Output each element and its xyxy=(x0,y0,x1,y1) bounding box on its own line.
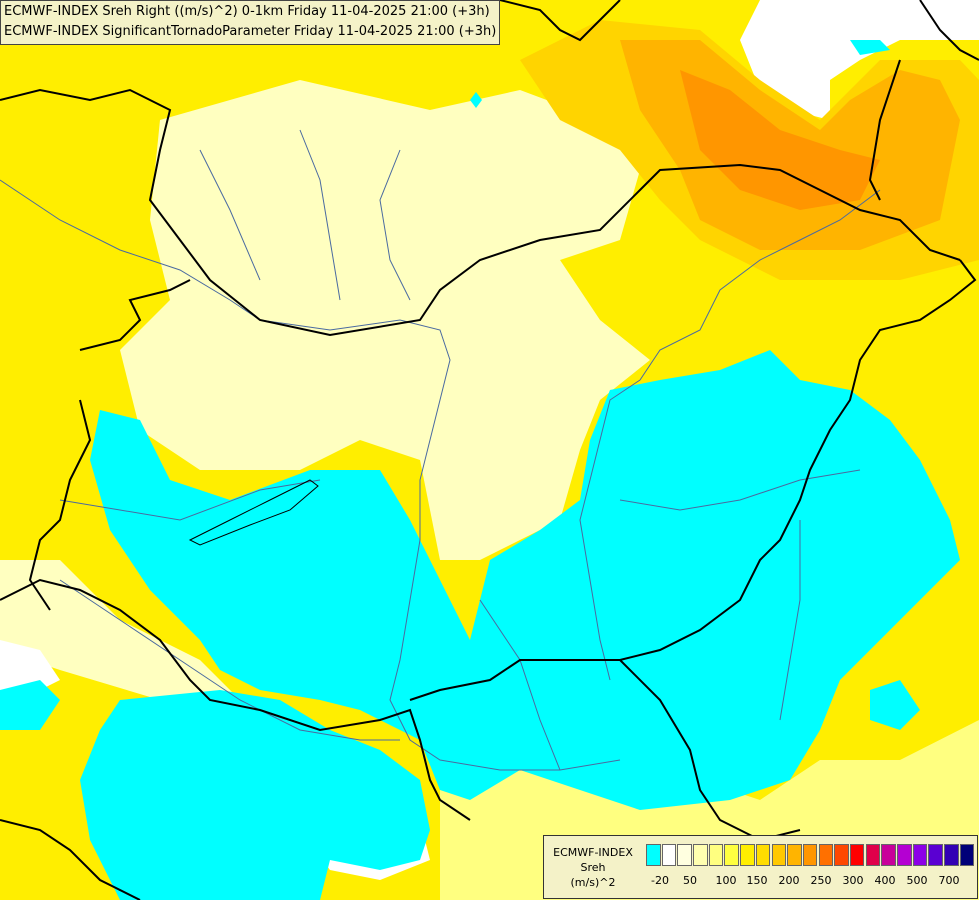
legend-color-box xyxy=(771,844,786,866)
legend-color-box xyxy=(677,844,692,866)
legend-title-line2: Sreh xyxy=(580,861,606,874)
river-hron xyxy=(379,149,411,301)
legend-color-box xyxy=(959,844,975,866)
legend-tick-label: 250 xyxy=(810,874,832,887)
sreh-field-cyan-ne-small xyxy=(470,92,482,108)
sreh-field-pale-west xyxy=(0,560,240,700)
map-titles: ECMWF-INDEX Sreh Right ((m/s)^2) 0-1km F… xyxy=(0,0,501,45)
border-hungary-east xyxy=(409,259,977,701)
title-sreh: ECMWF-INDEX Sreh Right ((m/s)^2) 0-1km F… xyxy=(4,4,490,19)
legend-color-box xyxy=(897,844,912,866)
legend-color-box xyxy=(661,844,677,866)
legend-color-box xyxy=(834,844,849,866)
legend-color-box xyxy=(693,844,708,866)
legend-tick-label: 200 xyxy=(778,874,800,887)
legend-color-box xyxy=(818,844,834,866)
sreh-field-pale-zone xyxy=(120,80,650,560)
border-south-west xyxy=(0,819,141,900)
border-ne xyxy=(499,0,621,42)
legend-tick-label: 700 xyxy=(938,874,960,887)
sreh-field-cyan-main xyxy=(90,350,960,810)
rivers xyxy=(0,129,881,771)
legend-color-box xyxy=(708,844,724,866)
legend-color-box xyxy=(740,844,755,866)
legend-color-box xyxy=(787,844,802,866)
border-ne-2 xyxy=(919,0,979,61)
legend-color-box xyxy=(928,844,943,866)
legend-tick-label: 100 xyxy=(715,874,737,887)
legend-color-box xyxy=(944,844,959,866)
legend-title-line3: (m/s)^2 xyxy=(570,876,616,889)
legend-tick-label: 500 xyxy=(906,874,928,887)
border-north xyxy=(0,88,961,337)
sreh-field-cyan-west xyxy=(0,680,60,730)
river-south xyxy=(479,599,561,771)
legend-color-box xyxy=(802,844,818,866)
river-drava xyxy=(59,479,321,521)
legend-tick-labels: -20 50 100 150 200 250 300 400 500 700 xyxy=(646,874,976,890)
legend-title: ECMWF-INDEX Sreh (m/s)^2 xyxy=(548,845,638,890)
legend-color-box xyxy=(724,844,739,866)
border-west-2 xyxy=(28,399,92,611)
legend-title-line1: ECMWF-INDEX xyxy=(553,846,633,859)
legend-color-box xyxy=(646,844,661,866)
river-tisza xyxy=(579,189,881,681)
river-sava xyxy=(59,579,400,741)
sreh-field-dark-orange-ne xyxy=(680,70,880,210)
color-legend: ECMWF-INDEX Sreh (m/s)^2 -20 50 100 150 200 2… xyxy=(543,835,978,899)
sreh-field-cyan-ne xyxy=(850,40,890,55)
legend-tick-label: 400 xyxy=(874,874,896,887)
legend-color-boxes xyxy=(646,844,975,866)
river-mures xyxy=(619,469,861,511)
legend-color-box xyxy=(912,844,928,866)
legend-color-box xyxy=(865,844,881,866)
lake-balaton xyxy=(188,479,319,546)
legend-tick-label: 50 xyxy=(683,874,697,887)
legend-tick-label: -20 xyxy=(651,874,669,887)
river-morava xyxy=(199,149,261,281)
sreh-field-white-north xyxy=(740,0,979,120)
border-west xyxy=(79,279,191,351)
title-stp: ECMWF-INDEX SignificantTornadoParameter … xyxy=(4,24,497,39)
river-olt xyxy=(779,520,801,721)
legend-tick-label: 300 xyxy=(842,874,864,887)
sreh-field-cyan-sw xyxy=(80,690,430,900)
legend-color-box xyxy=(881,844,896,866)
sreh-field-cyan-east xyxy=(870,680,920,730)
legend-tick-label: 150 xyxy=(746,874,768,887)
border-croatia xyxy=(0,578,471,821)
legend-color-box xyxy=(755,844,771,866)
river-vah xyxy=(299,129,341,301)
legend-color-box xyxy=(849,844,865,866)
river-danube xyxy=(0,179,621,771)
border-ne-3 xyxy=(868,59,901,201)
